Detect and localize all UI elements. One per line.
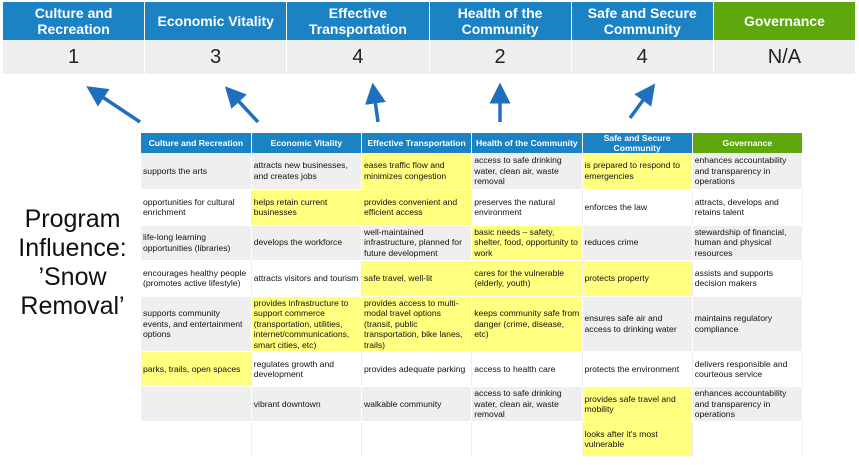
table-cell: provides access to multi-modal travel op… [361, 296, 473, 352]
table-cell: assists and supports decision makers [692, 260, 804, 297]
table-cell [141, 421, 252, 457]
table-cell: access to safe drinking water, clean air… [471, 386, 583, 422]
table-cell [141, 386, 252, 422]
table-cell: stewardship of financial, human and phys… [692, 225, 804, 261]
table-cell: regulates growth and development [251, 351, 363, 387]
table-row: life-long learning opportunities (librar… [141, 225, 804, 261]
table-cell: looks after it's most vulnerable [582, 421, 693, 457]
table-cell: parks, trails, open spaces [141, 351, 252, 387]
table-cell: attracts new businesses, and creates job… [251, 153, 363, 190]
table-header: Health of the Community [471, 133, 583, 153]
table-cell: provides convenient and efficient access [361, 189, 473, 226]
table-cell: protects property [582, 260, 693, 297]
category-score: 3 [145, 40, 288, 74]
table-cell: provides adequate parking [361, 351, 473, 387]
table-cell: access to safe drinking water, clean air… [471, 153, 583, 190]
arrow-transportation [365, 82, 386, 123]
table-cell: preserves the natural environment [471, 189, 583, 226]
table-cell: provides safe travel and mobility [582, 386, 693, 422]
table-cell [692, 421, 804, 457]
table-cell: supports community events, and entertain… [141, 296, 252, 352]
table-header: Culture and Recreation [141, 133, 252, 153]
arrow-economic [224, 86, 260, 124]
category-score: 4 [571, 40, 714, 74]
table-cell: keeps community safe from danger (crime,… [471, 296, 583, 352]
table-header: Governance [692, 133, 804, 153]
score-summary: Culture and Recreation 1 Economic Vitality… [3, 2, 856, 74]
table-header: Effective Transportation [361, 133, 473, 153]
table-cell [251, 421, 363, 457]
table-cell: supports the arts [141, 153, 252, 190]
table-cell: life-long learning opportunities (librar… [141, 225, 252, 261]
category-header: Economic Vitality [145, 2, 288, 40]
table-cell [361, 421, 473, 457]
table-header: Economic Vitality [251, 133, 363, 153]
table-cell: eases traffic flow and minimizes congest… [361, 153, 473, 190]
category-header: Effective Transportation [287, 2, 430, 40]
table-cell: helps retain current businesses [251, 189, 363, 226]
table-cell: encourages healthy people (promotes acti… [141, 260, 252, 297]
table-cell: ensures safe air and access to drinking … [582, 296, 693, 352]
table-cell: vibrant downtown [251, 386, 363, 422]
table-row: supports the arts attracts new businesses… [141, 153, 804, 190]
table-cell: enhances accountability and transparency… [692, 386, 804, 422]
category-header: Governance [713, 2, 856, 40]
category-header: Safe and Secure Community [571, 2, 714, 40]
table-row: encourages healthy people (promotes acti… [141, 260, 804, 297]
table-row: parks, trails, open spaces regulates grow… [141, 351, 804, 387]
table-cell: develops the workforce [251, 225, 363, 261]
table-cell: provides infrastructure to support comme… [251, 296, 363, 352]
arrow-safe [628, 83, 656, 120]
arrow-culture [86, 86, 141, 124]
table-cell: attracts, develops and retains talent [692, 189, 804, 226]
table-cell: opportunities for cultural enrichment [141, 189, 252, 226]
table-cell: cares for the vulnerable (elderly, youth… [471, 260, 583, 297]
category-score: N/A [713, 40, 856, 74]
table-cell: walkable community [361, 386, 473, 422]
table-row: looks after it's most vulnerable [141, 421, 804, 457]
category-header: Health of the Community [429, 2, 572, 40]
table-cell: is prepared to respond to emergencies [582, 153, 693, 190]
category-score: 1 [3, 40, 146, 74]
table-row: opportunities for cultural enrichment hel… [141, 189, 804, 226]
table-row: supports community events, and entertain… [141, 296, 804, 352]
table-cell [471, 421, 583, 457]
table-cell: safe travel, well-lit [361, 260, 473, 297]
table-cell: access to health care [471, 351, 583, 387]
table-cell: reduces crime [582, 225, 693, 261]
table-cell: basic needs – safety, shelter, food, opp… [471, 225, 583, 261]
table-cell: delivers responsible and courteous servi… [692, 351, 804, 387]
category-header: Culture and Recreation [3, 2, 146, 40]
table-cell: protects the environment [582, 351, 693, 387]
table-cell: maintains regulatory compliance [692, 296, 804, 352]
table-cell: attracts visitors and tourism [251, 260, 363, 297]
table-row: vibrant downtown walkable community access… [141, 386, 804, 422]
table-cell: enhances accountability and transparency… [692, 153, 804, 190]
table-cell: enforces the law [582, 189, 693, 226]
program-influence-label: Program Influence: ’Snow Removal’ [18, 205, 127, 320]
category-score: 4 [287, 40, 430, 74]
influence-table: Culture and Recreation Economic Vitality E… [141, 133, 804, 457]
table-cell: well-maintained infrastructure, planned … [361, 225, 473, 261]
category-score: 2 [429, 40, 572, 74]
table-header: Safe and Secure Community [582, 133, 693, 153]
